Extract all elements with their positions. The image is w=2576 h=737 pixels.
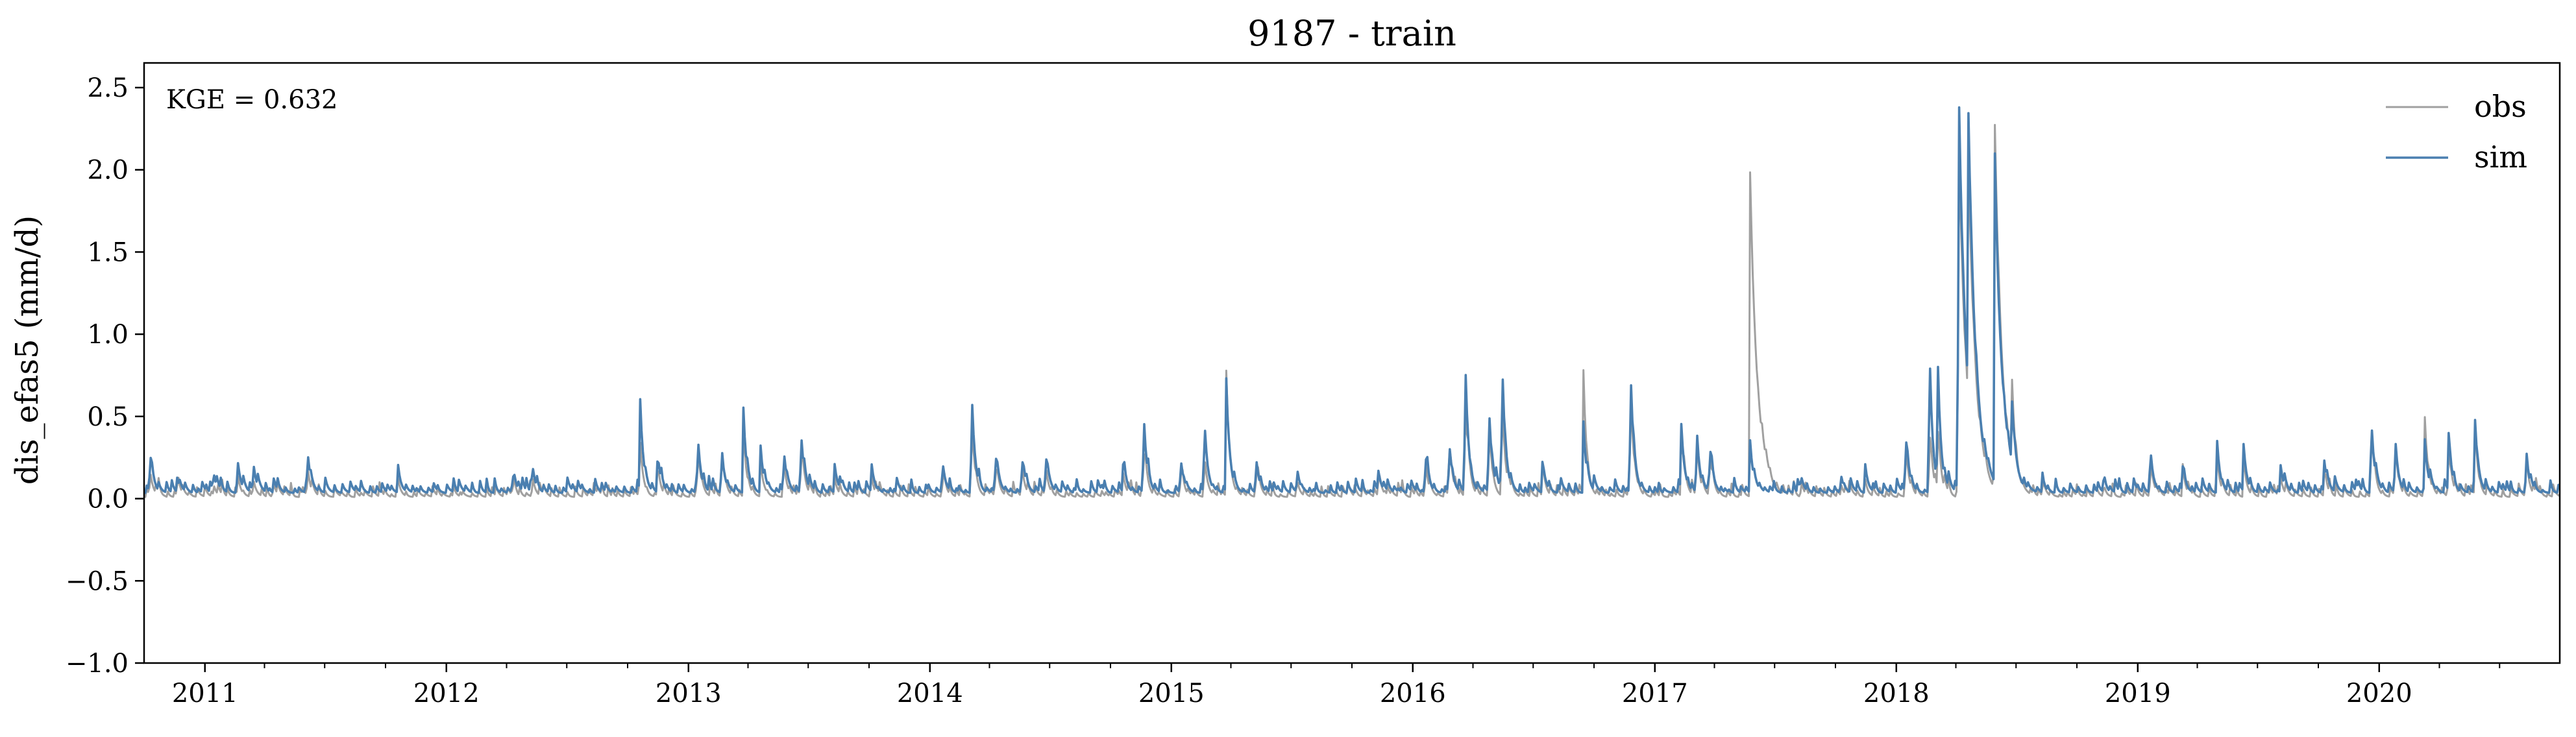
- y-tick-label: −1.0: [66, 649, 129, 679]
- x-tick-label: 2018: [1863, 679, 1930, 708]
- y-tick-label: −0.5: [66, 566, 129, 596]
- y-tick-label: 2.5: [87, 73, 129, 103]
- x-axis: 2011 2012 2013 2014 2015 2016 2017 2018 2019 2020: [172, 663, 2501, 708]
- x-tick-label: 2020: [2346, 679, 2412, 708]
- x-tick-label: 2017: [1622, 679, 1688, 708]
- y-axis-label: dis_efas5 (mm/d): [9, 215, 45, 485]
- x-tick-label: 2019: [2105, 679, 2171, 708]
- legend: obs sim: [2386, 89, 2527, 175]
- plot-frame: [143, 62, 2561, 664]
- series-line-sim: [144, 106, 2560, 494]
- series-layer: [144, 106, 2560, 498]
- series-line-obs: [144, 124, 2560, 498]
- x-tick-label: 2012: [413, 679, 480, 708]
- kge-annotation: KGE = 0.632: [166, 85, 338, 115]
- y-tick-label: 1.0: [87, 320, 129, 350]
- legend-obs-label: obs: [2474, 89, 2527, 124]
- x-tick-label: 2015: [1138, 679, 1205, 708]
- chart-title: 9187 - train: [1247, 13, 1456, 54]
- y-tick-label: 2.0: [87, 156, 129, 186]
- x-tick-label: 2014: [897, 679, 963, 708]
- x-tick-label: 2011: [172, 679, 238, 708]
- y-tick-label: 0.5: [87, 402, 129, 432]
- legend-sim-label: sim: [2474, 139, 2527, 175]
- y-tick-label: 1.5: [87, 237, 129, 267]
- x-tick-label: 2013: [656, 679, 722, 708]
- y-tick-label: 0.0: [87, 485, 129, 514]
- x-tick-label: 2016: [1380, 679, 1446, 708]
- y-axis: −1.0 −0.5 0.0 0.5 1.0 1.5 2.0 2.5: [66, 73, 144, 679]
